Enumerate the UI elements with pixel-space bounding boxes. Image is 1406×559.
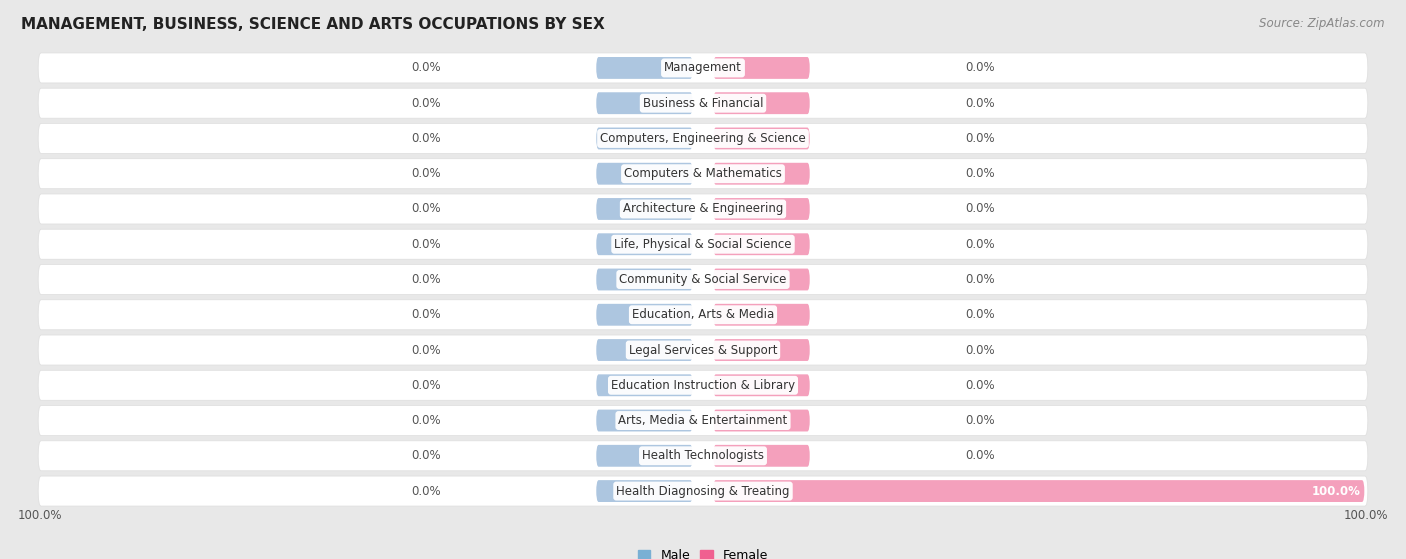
Text: 0.0%: 0.0%: [412, 167, 441, 180]
FancyBboxPatch shape: [713, 268, 810, 291]
FancyBboxPatch shape: [596, 410, 693, 432]
Text: Education, Arts & Media: Education, Arts & Media: [631, 308, 775, 321]
Text: 0.0%: 0.0%: [412, 379, 441, 392]
Text: 0.0%: 0.0%: [412, 97, 441, 110]
Text: 0.0%: 0.0%: [965, 344, 994, 357]
Text: MANAGEMENT, BUSINESS, SCIENCE AND ARTS OCCUPATIONS BY SEX: MANAGEMENT, BUSINESS, SCIENCE AND ARTS O…: [21, 17, 605, 32]
Text: Legal Services & Support: Legal Services & Support: [628, 344, 778, 357]
FancyBboxPatch shape: [713, 198, 810, 220]
Text: Computers & Mathematics: Computers & Mathematics: [624, 167, 782, 180]
Text: Source: ZipAtlas.com: Source: ZipAtlas.com: [1260, 17, 1385, 30]
FancyBboxPatch shape: [596, 198, 693, 220]
Text: 0.0%: 0.0%: [965, 273, 994, 286]
Text: Business & Financial: Business & Financial: [643, 97, 763, 110]
FancyBboxPatch shape: [596, 375, 693, 396]
Legend: Male, Female: Male, Female: [638, 549, 768, 559]
Text: 0.0%: 0.0%: [965, 238, 994, 251]
Text: 0.0%: 0.0%: [412, 238, 441, 251]
Text: Management: Management: [664, 61, 742, 74]
Text: Computers, Engineering & Science: Computers, Engineering & Science: [600, 132, 806, 145]
Text: 0.0%: 0.0%: [965, 308, 994, 321]
Text: 0.0%: 0.0%: [412, 449, 441, 462]
FancyBboxPatch shape: [713, 480, 1364, 502]
Text: Health Diagnosing & Treating: Health Diagnosing & Treating: [616, 485, 790, 498]
FancyBboxPatch shape: [38, 53, 1368, 83]
FancyBboxPatch shape: [596, 304, 693, 326]
Text: 100.0%: 100.0%: [1344, 509, 1389, 522]
Text: 0.0%: 0.0%: [412, 485, 441, 498]
Text: 0.0%: 0.0%: [965, 167, 994, 180]
FancyBboxPatch shape: [596, 480, 693, 502]
Text: 0.0%: 0.0%: [412, 202, 441, 215]
FancyBboxPatch shape: [38, 441, 1368, 471]
Text: Arts, Media & Entertainment: Arts, Media & Entertainment: [619, 414, 787, 427]
Text: Life, Physical & Social Science: Life, Physical & Social Science: [614, 238, 792, 251]
Text: 0.0%: 0.0%: [412, 273, 441, 286]
FancyBboxPatch shape: [596, 268, 693, 291]
FancyBboxPatch shape: [38, 194, 1368, 224]
FancyBboxPatch shape: [596, 233, 693, 255]
FancyBboxPatch shape: [38, 370, 1368, 400]
Text: 0.0%: 0.0%: [412, 344, 441, 357]
FancyBboxPatch shape: [713, 410, 810, 432]
Text: 0.0%: 0.0%: [412, 132, 441, 145]
FancyBboxPatch shape: [38, 406, 1368, 435]
FancyBboxPatch shape: [596, 92, 693, 114]
FancyBboxPatch shape: [38, 88, 1368, 118]
FancyBboxPatch shape: [596, 445, 693, 467]
FancyBboxPatch shape: [596, 339, 693, 361]
FancyBboxPatch shape: [38, 300, 1368, 330]
Text: Health Technologists: Health Technologists: [643, 449, 763, 462]
Text: 0.0%: 0.0%: [412, 61, 441, 74]
Text: 100.0%: 100.0%: [1312, 485, 1361, 498]
FancyBboxPatch shape: [596, 57, 693, 79]
Text: 0.0%: 0.0%: [965, 61, 994, 74]
FancyBboxPatch shape: [38, 159, 1368, 189]
FancyBboxPatch shape: [713, 304, 810, 326]
FancyBboxPatch shape: [713, 233, 810, 255]
Text: Education Instruction & Library: Education Instruction & Library: [612, 379, 794, 392]
FancyBboxPatch shape: [596, 163, 693, 184]
FancyBboxPatch shape: [38, 335, 1368, 365]
FancyBboxPatch shape: [713, 445, 810, 467]
FancyBboxPatch shape: [713, 339, 810, 361]
Text: 0.0%: 0.0%: [965, 97, 994, 110]
Text: 0.0%: 0.0%: [412, 308, 441, 321]
FancyBboxPatch shape: [38, 476, 1368, 506]
FancyBboxPatch shape: [38, 229, 1368, 259]
Text: 0.0%: 0.0%: [965, 449, 994, 462]
FancyBboxPatch shape: [713, 163, 810, 184]
FancyBboxPatch shape: [596, 127, 693, 149]
Text: Architecture & Engineering: Architecture & Engineering: [623, 202, 783, 215]
Text: 0.0%: 0.0%: [412, 414, 441, 427]
Text: 0.0%: 0.0%: [965, 202, 994, 215]
FancyBboxPatch shape: [38, 124, 1368, 153]
Text: 0.0%: 0.0%: [965, 379, 994, 392]
FancyBboxPatch shape: [713, 92, 810, 114]
Text: 0.0%: 0.0%: [965, 414, 994, 427]
FancyBboxPatch shape: [713, 375, 810, 396]
FancyBboxPatch shape: [713, 127, 810, 149]
FancyBboxPatch shape: [38, 264, 1368, 295]
Text: Community & Social Service: Community & Social Service: [619, 273, 787, 286]
Text: 0.0%: 0.0%: [965, 132, 994, 145]
Text: 100.0%: 100.0%: [17, 509, 62, 522]
FancyBboxPatch shape: [713, 57, 810, 79]
